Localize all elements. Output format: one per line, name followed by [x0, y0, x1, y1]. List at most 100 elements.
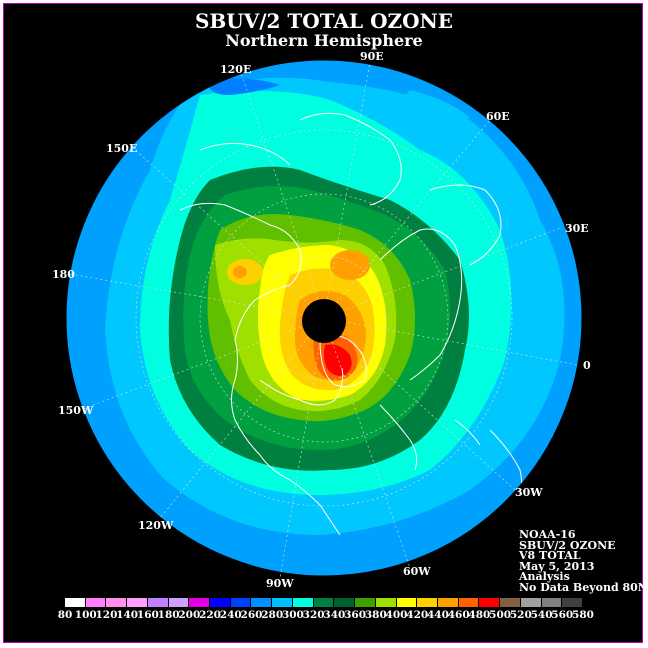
colorbar-swatch [85, 598, 107, 607]
colorbar-tick-label: 500 [489, 609, 512, 621]
colorbar-tick-label: 80 [57, 609, 73, 621]
info-type: Analysis [519, 570, 570, 584]
colorbar-swatch [355, 598, 376, 607]
east-siberia-coast [199, 142, 291, 166]
info-version: V8 TOTAL [519, 549, 581, 563]
ozone-440-patch [233, 266, 247, 278]
colorbar-tick-label: 520 [509, 609, 532, 621]
lon-label-0: 0 [583, 359, 591, 372]
greenland-coast [319, 335, 367, 388]
info-note: No Data Beyond 80N [519, 580, 648, 594]
lat-circle-70 [261, 255, 387, 381]
colorbar-swatch [292, 598, 314, 607]
colorbar-swatch [541, 598, 563, 607]
lat-circle-50 [199, 193, 449, 443]
map-disc-edge [65, 59, 583, 577]
lon-label-120W: 120W [138, 519, 174, 532]
colorbar-swatch [168, 598, 190, 607]
colorbar-tick-label: 300 [281, 609, 304, 621]
colorbar-swatch [520, 598, 542, 607]
ozone-280-patch [406, 90, 470, 118]
colorbar-swatch [106, 598, 128, 607]
colorbar-swatch [210, 598, 231, 607]
colorbar-tick-label: 360 [344, 609, 367, 621]
info-product: SBUV/2 OZONE [519, 538, 616, 552]
colorbar-tick-label: 580 [572, 609, 594, 621]
no-data-pole [302, 299, 346, 343]
meridian-90W [279, 317, 325, 579]
colorbar-swatch [396, 598, 418, 607]
colorbar-tick-label: 140 [116, 609, 139, 621]
lon-label-30E: 30E [565, 222, 589, 235]
info-satellite: NOAA-16 [519, 528, 576, 541]
colorbar-tick-label: 280 [261, 609, 284, 621]
siberia-coast [299, 112, 402, 206]
lon-label-90W: 90W [266, 577, 294, 590]
graticule [69, 61, 579, 579]
colorbar [65, 598, 583, 607]
colorbar-swatch [65, 598, 86, 607]
colorbar-tick-label: 420 [406, 609, 429, 621]
colorbar-swatch [147, 598, 169, 607]
colorbar-swatch [334, 598, 356, 607]
iceland-europe-coast [379, 404, 418, 471]
colorbar-swatch [251, 598, 273, 607]
lon-label-120E: 120E [220, 63, 252, 76]
colorbar-tick-label: 220 [199, 609, 221, 621]
coastlines [179, 112, 523, 536]
meridian-30E [323, 227, 561, 319]
colorbar-swatch [272, 598, 293, 607]
colorbar-tick-label: 400 [385, 609, 408, 621]
colorbar-tick-label: 560 [551, 609, 574, 621]
colorbar-tick-label: 240 [219, 609, 242, 621]
colorbar-tick-label: 320 [302, 609, 325, 621]
ozone-480-band [324, 344, 352, 376]
colorbar-tick-label: 540 [530, 609, 553, 621]
lon-label-180: 180 [52, 268, 75, 281]
colorbar-ticks: 80 100 120 140 160 180 200 220 240 260 280 300 320 34… [40, 609, 608, 623]
colorbar-swatch [479, 598, 501, 607]
colorbar-tick-label: 180 [157, 609, 180, 621]
colorbar-swatch [562, 598, 583, 607]
colorbar-tick-label: 440 [426, 609, 449, 621]
hudson-bay-coast [259, 367, 344, 406]
map-title: SBUV/2 TOTAL OZONE [194, 9, 454, 33]
mediterranean-coast [454, 419, 481, 446]
colorbar-swatch [417, 598, 438, 607]
lon-label-60E: 60E [486, 110, 510, 123]
colorbar-tick-label: 120 [95, 609, 118, 621]
colorbar-tick-label: 260 [240, 609, 263, 621]
europe-asia-coast [379, 228, 463, 381]
north-america-coast [179, 202, 341, 536]
colorbar-swatch [127, 598, 148, 607]
colorbar-tick-label: 160 [136, 609, 159, 621]
colorbar-tick-label: 100 [74, 609, 97, 621]
colorbar-swatch [458, 598, 480, 607]
info-date: May 5, 2013 [519, 559, 595, 573]
ozone-240-patch [209, 78, 280, 95]
colorbar-swatch [189, 598, 211, 607]
colorbar-tick-label: 200 [178, 609, 201, 621]
colorbar-tick-label: 340 [323, 609, 346, 621]
meridian-60E [323, 119, 491, 319]
colorbar-swatch [230, 598, 252, 607]
map-subtitle: Northern Hemisphere [225, 31, 423, 50]
colorbar-swatch [313, 598, 335, 607]
meridian-120E [239, 69, 325, 319]
meridian-120W [159, 317, 325, 519]
lat-circle-30 [135, 129, 513, 507]
meridian-0 [323, 317, 579, 366]
lon-label-90E: 90E [360, 50, 384, 63]
lon-label-60W: 60W [403, 565, 431, 578]
colorbar-swatch [500, 598, 521, 607]
meridian-60W [323, 317, 411, 569]
colorbar-swatch [375, 598, 397, 607]
product-info: NOAA-16 SBUV/2 OZONE V8 TOTAL May 5, 201… [519, 528, 648, 594]
colorbar-tick-label: 380 [364, 609, 387, 621]
colorbar-tick-label: 480 [468, 609, 491, 621]
colorbar-tick-label: 460 [447, 609, 470, 621]
lon-label-30W: 30W [515, 486, 543, 499]
meridian-150W [79, 317, 325, 411]
asia-coast [429, 184, 502, 266]
